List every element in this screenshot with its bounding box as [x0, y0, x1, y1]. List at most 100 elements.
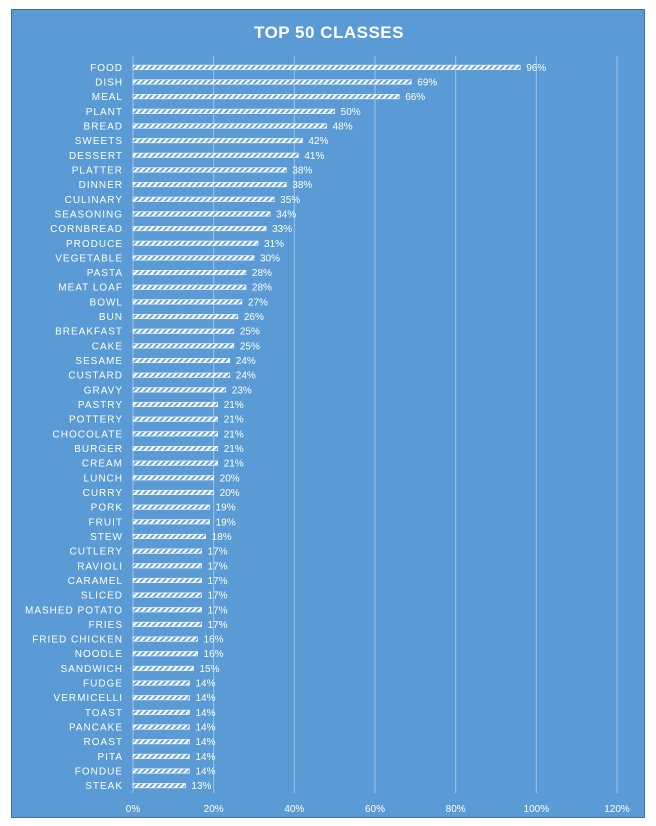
bar-cream [132, 460, 218, 466]
bars [132, 64, 521, 789]
bar-stew [132, 533, 206, 539]
bar-dessert [132, 152, 299, 158]
category-label-pork: PORK [91, 503, 123, 514]
bar-sliced [132, 592, 202, 598]
value-label-vermicelli: 14% [195, 693, 215, 704]
category-label-fruit: FRUIT [89, 517, 123, 528]
value-label-toast: 14% [195, 708, 215, 719]
category-label-dinner: DINNER [79, 180, 123, 191]
category-label-sandwich: SANDWICH [61, 664, 123, 675]
bar-pancake [132, 724, 190, 730]
category-label-bowl: BOWL [90, 297, 123, 308]
x-axis-tick-labels: 0% 20% 40% 60% 80% 100% 120% [126, 804, 630, 815]
category-label-meal: MEAL [92, 92, 123, 103]
category-label-pottery: POTTERY [69, 415, 123, 426]
bar-cake [132, 343, 235, 349]
category-label-cake: CAKE [92, 341, 123, 352]
category-label-meat-loaf: MEAT LOAF [58, 283, 123, 294]
bar-culinary [132, 196, 275, 202]
value-label-cake: 25% [240, 341, 260, 352]
value-label-plant: 50% [341, 107, 361, 118]
bar-pita [132, 753, 190, 759]
value-label-fudge: 14% [195, 679, 215, 690]
category-label-pastry: PASTRY [78, 400, 123, 411]
bar-chocolate [132, 431, 218, 437]
category-label-curry: CURRY [83, 488, 123, 499]
value-label-ravioli: 17% [208, 561, 228, 572]
x-tick-label-80: 80% [446, 804, 466, 815]
bar-ravioli [132, 563, 202, 569]
value-label-gravy: 23% [232, 385, 252, 396]
value-label-vegetable: 30% [260, 253, 280, 264]
category-label-pita: PITA [98, 752, 123, 763]
value-label-dinner: 38% [292, 180, 312, 191]
category-label-food: FOOD [90, 63, 123, 74]
bar-steak [132, 783, 186, 789]
value-label-sesame: 24% [236, 356, 256, 367]
value-label-cream: 21% [224, 459, 244, 470]
bar-sandwich [132, 665, 194, 671]
bar-noodle [132, 651, 198, 657]
bar-pottery [132, 416, 218, 422]
category-label-sliced: SLICED [81, 591, 123, 602]
value-label-lunch: 20% [220, 473, 240, 484]
bar-meat-loaf [132, 284, 247, 290]
bar-fried-chicken [132, 636, 198, 642]
category-label-toast: TOAST [85, 708, 123, 719]
bar-fruit [132, 519, 210, 525]
value-label-fondue: 14% [195, 767, 215, 778]
value-label-noodle: 16% [204, 649, 224, 660]
category-label-caramel: CARAMEL [68, 576, 123, 587]
value-label-platter: 38% [292, 165, 312, 176]
value-label-bowl: 27% [248, 297, 268, 308]
category-label-sesame: SESAME [75, 356, 123, 367]
x-tick-label-100: 100% [524, 804, 550, 815]
bar-lunch [132, 475, 214, 481]
value-label-pasta: 28% [252, 268, 272, 279]
bar-plant [132, 108, 335, 114]
x-tick-label-120: 120% [604, 804, 630, 815]
value-label-seasoning: 34% [276, 209, 296, 220]
category-label-mashed-potato: MASHED POTATO [25, 605, 123, 616]
bar-roast [132, 739, 190, 745]
bar-cornbread [132, 226, 267, 232]
category-label-bun: BUN [99, 312, 123, 323]
bar-burger [132, 445, 218, 451]
bar-seasoning [132, 211, 271, 217]
category-label-seasoning: SEASONING [55, 209, 123, 220]
value-label-pottery: 21% [224, 415, 244, 426]
category-label-burger: BURGER [74, 444, 123, 455]
bar-caramel [132, 577, 202, 583]
category-label-ravioli: RAVIOLI [77, 561, 123, 572]
bar-fries [132, 621, 202, 627]
bar-meal [132, 94, 400, 100]
value-label-produce: 31% [264, 239, 284, 250]
value-label-food: 96% [526, 63, 546, 74]
category-label-dish: DISH [95, 77, 123, 88]
category-label-produce: PRODUCE [66, 239, 123, 250]
bar-curry [132, 489, 214, 495]
bar-vegetable [132, 255, 255, 261]
value-label-sandwich: 15% [200, 664, 220, 675]
bar-bread [132, 123, 327, 129]
value-label-dessert: 41% [304, 151, 324, 162]
category-label-breakfast: BREAKFAST [55, 327, 123, 338]
bar-cutlery [132, 548, 202, 554]
bar-platter [132, 167, 287, 173]
bar-produce [132, 240, 259, 246]
category-label-roast: ROAST [84, 737, 123, 748]
x-tick-label-0: 0% [126, 804, 141, 815]
category-label-cutlery: CUTLERY [70, 547, 124, 558]
value-label-pita: 14% [195, 752, 215, 763]
bar-toast [132, 709, 190, 715]
value-label-dish: 69% [417, 77, 437, 88]
value-label-meal: 66% [405, 92, 425, 103]
value-label-steak: 13% [191, 781, 211, 792]
category-label-fries: FRIES [89, 620, 123, 631]
value-label-custard: 24% [236, 371, 256, 382]
category-label-vermicelli: VERMICELLI [54, 693, 123, 704]
bar-chart: TOP 50 CLASSES FOOD DISH MEAL PLANT BREAD SWE… [25, 23, 630, 815]
category-label-vegetable: VEGETABLE [55, 253, 123, 264]
category-label-sweets: SWEETS [75, 136, 123, 147]
category-label-steak: STEAK [85, 781, 123, 792]
